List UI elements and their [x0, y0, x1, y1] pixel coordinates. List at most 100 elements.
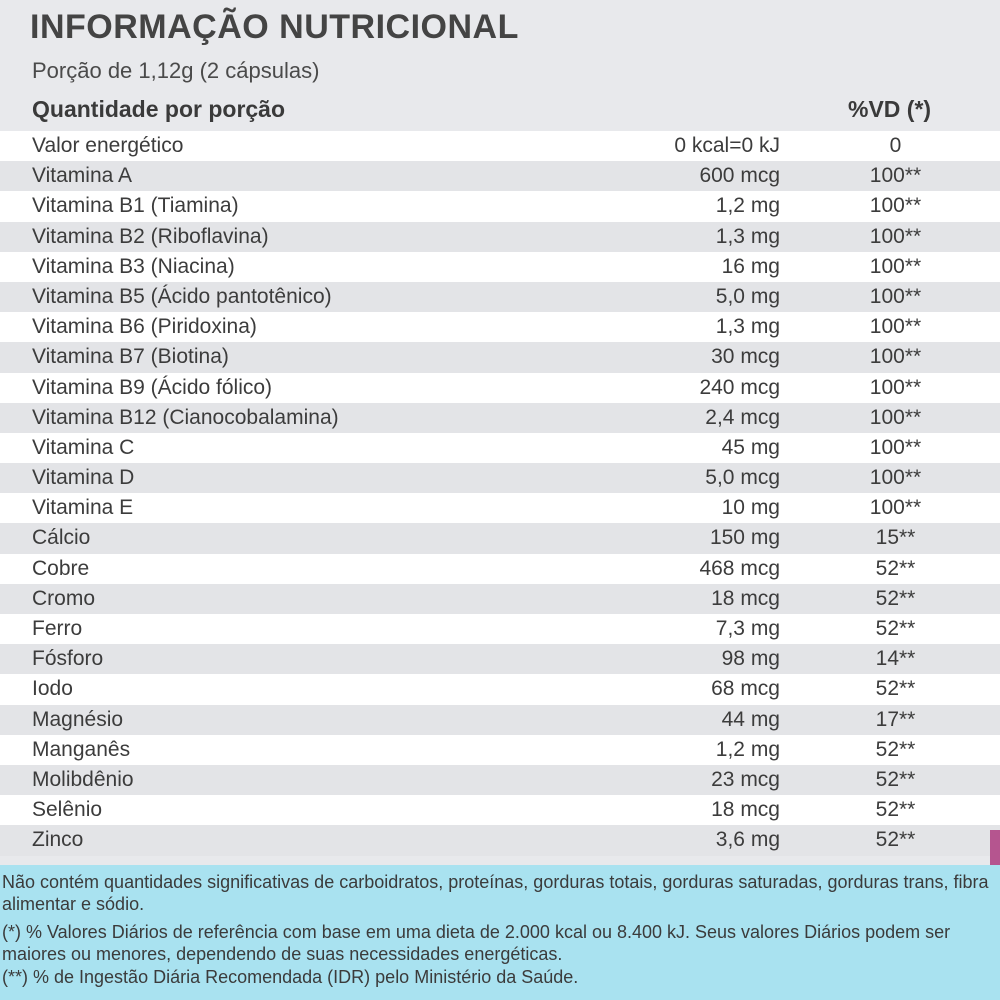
nutrient-amount: 30 mcg [711, 345, 780, 369]
nutrient-amount: 1,3 mg [715, 315, 780, 339]
table-row: Vitamina B7 (Biotina) 30 mcg 100** [0, 342, 1000, 373]
label-title: INFORMAÇÃO NUTRICIONAL [30, 8, 519, 46]
nutrient-name: Vitamina C [32, 435, 135, 459]
nutrient-vd: 100** [869, 194, 922, 218]
nutrient-amount: 7,3 mg [715, 617, 780, 640]
nutrient-amount: 18 mcg [711, 586, 780, 610]
nutrient-amount: 600 mcg [699, 164, 780, 188]
table-row: Vitamina B5 (Ácido pantotênico) 5,0 mg 100… [0, 281, 1000, 313]
table-row: Vitamina B1 (Tiamina) 1,2 mg 100** [0, 191, 1000, 222]
nutrient-name: Zinco [32, 828, 84, 852]
nutrient-vd: 52** [875, 677, 916, 701]
nutrient-amount: 45 mg [721, 435, 780, 459]
nutrient-amount: 0 kcal=0 kJ [674, 134, 780, 157]
nutrient-vd: 0 [889, 134, 902, 157]
table-header: Quantidade por porção %VD (*) [0, 94, 1000, 130]
nutrient-amount: 150 mg [709, 526, 780, 550]
nutrient-vd: 100** [869, 224, 922, 248]
nutrient-vd: 100** [869, 435, 922, 459]
nutrient-name: Vitamina B7 (Biotina) [32, 345, 229, 369]
nutrient-amount: 18 mcg [711, 798, 780, 822]
nutrient-name: Cromo [32, 586, 96, 610]
nutrient-table: Valor energético 0 kcal=0 kJ 0 Vitamina A 60… [0, 131, 1000, 856]
table-row: Vitamina D 5,0 mcg 100** [0, 463, 1000, 494]
vd-header: %VD (*) [848, 96, 932, 122]
footnote-nutrients: Não contém quantidades significativas de… [2, 872, 989, 914]
nutrient-amount: 5,0 mcg [705, 466, 780, 490]
table-row: Vitamina B12 (Cianocobalamina) 2,4 mcg 100… [0, 402, 1000, 433]
table-row: Ferro 7,3 mg 52** [0, 614, 1000, 645]
table-row: Valor energético 0 kcal=0 kJ 0 [0, 131, 1000, 162]
nutrient-name: Cobre [32, 556, 90, 580]
nutrient-amount: 23 mcg [711, 767, 780, 791]
footnote-daily-values: (*) % Valores Diários de referência com … [2, 922, 951, 964]
nutrient-vd: 52** [875, 586, 916, 610]
nutrient-name: Vitamina D [32, 466, 135, 490]
nutrient-name: Valor energético [32, 134, 184, 157]
nutrient-vd: 52** [875, 767, 916, 791]
footnote-idr: (**) % de Ingestão Diária Recomendada (I… [2, 967, 579, 987]
nutrient-amount: 1,3 mg [715, 224, 780, 248]
nutrient-name: Magnésio [32, 707, 124, 731]
nutrient-name: Vitamina B1 (Tiamina) [32, 194, 239, 218]
nutrient-name: Cálcio [32, 526, 91, 550]
table-row: Vitamina C 45 mg 100** [0, 432, 1000, 464]
table-row: Fósforo 98 mg 14** [0, 644, 1000, 675]
nutrient-amount: 1,2 mg [715, 194, 780, 218]
table-row: Vitamina B2 (Riboflavina) 1,3 mg 100** [0, 221, 1000, 252]
nutrient-vd: 100** [869, 315, 922, 339]
nutrient-name: Ferro [32, 617, 83, 640]
nutrient-vd: 17** [875, 707, 916, 731]
nutrient-vd: 52** [875, 737, 916, 761]
nutrient-vd: 52** [875, 798, 916, 822]
nutrition-label: INFORMAÇÃO NUTRICIONAL Porção de 1,12g (… [0, 8, 1000, 865]
table-row: Vitamina E 10 mg 100** [0, 493, 1000, 524]
nutrient-vd: 100** [869, 466, 922, 490]
accent-bar [990, 830, 1000, 865]
table-row: Vitamina B3 (Niacina) 16 mg 100** [0, 251, 1000, 282]
nutrient-name: Fósforo [32, 647, 104, 671]
nutrient-vd: 52** [875, 828, 916, 852]
nutrient-amount: 16 mg [721, 254, 780, 278]
nutrient-vd: 15** [875, 526, 916, 550]
nutrient-amount: 44 mg [721, 707, 780, 731]
nutrient-amount: 468 mcg [699, 556, 780, 580]
nutrient-name: Iodo [32, 677, 73, 701]
table-row: Vitamina B9 (Ácido fólico) 240 mcg 100** [0, 372, 1000, 403]
table-row: Vitamina B6 (Piridoxina) 1,3 mg 100** [0, 312, 1000, 343]
table-row: Zinco 3,6 mg 52** [0, 825, 1000, 856]
table-row: Cromo 18 mcg 52** [0, 583, 1000, 614]
nutrient-name: Vitamina B6 (Piridoxina) [32, 315, 257, 339]
nutrient-vd: 100** [869, 345, 922, 369]
table-row: Selênio 18 mcg 52** [0, 795, 1000, 826]
table-row: Manganês 1,2 mg 52** [0, 734, 1000, 765]
nutrient-name: Vitamina E [32, 496, 134, 520]
nutrient-amount: 3,6 mg [715, 828, 780, 852]
nutrient-amount: 68 mcg [711, 677, 780, 701]
nutrient-vd: 14** [875, 647, 916, 671]
nutrient-name: Vitamina B2 (Riboflavina) [32, 224, 269, 248]
nutrient-amount: 1,2 mg [715, 737, 780, 761]
table-row: Vitamina A 600 mcg 100** [0, 161, 1000, 192]
nutrient-amount: 2,4 mcg [705, 405, 780, 429]
nutrient-vd: 100** [869, 496, 922, 520]
nutrient-name: Vitamina B9 (Ácido fólico) [32, 375, 273, 399]
table-row: Iodo 68 mcg 52** [0, 674, 1000, 705]
nutrient-name: Selênio [32, 798, 103, 822]
nutrient-name: Manganês [32, 737, 131, 761]
nutrient-name: Vitamina B5 (Ácido pantotênico) [32, 284, 332, 308]
nutrient-name: Molibdênio [32, 767, 134, 791]
nutrient-amount: 240 mcg [699, 375, 780, 399]
table-row: Cálcio 150 mg 15** [0, 523, 1000, 554]
table-row: Magnésio 44 mg 17** [0, 704, 1000, 735]
nutrient-vd: 100** [869, 405, 922, 429]
table-row: Cobre 468 mcg 52** [0, 553, 1000, 584]
nutrient-vd: 52** [875, 556, 916, 580]
nutrient-name: Vitamina B3 (Niacina) [32, 254, 235, 278]
serving-size: Porção de 1,12g (2 cápsulas) [32, 58, 320, 83]
nutrient-vd: 100** [869, 254, 922, 278]
quantity-header: Quantidade por porção [32, 96, 286, 122]
nutrient-name: Vitamina B12 (Cianocobalamina) [32, 405, 339, 429]
nutrient-amount: 5,0 mg [715, 284, 780, 308]
nutrient-vd: 52** [875, 617, 916, 640]
